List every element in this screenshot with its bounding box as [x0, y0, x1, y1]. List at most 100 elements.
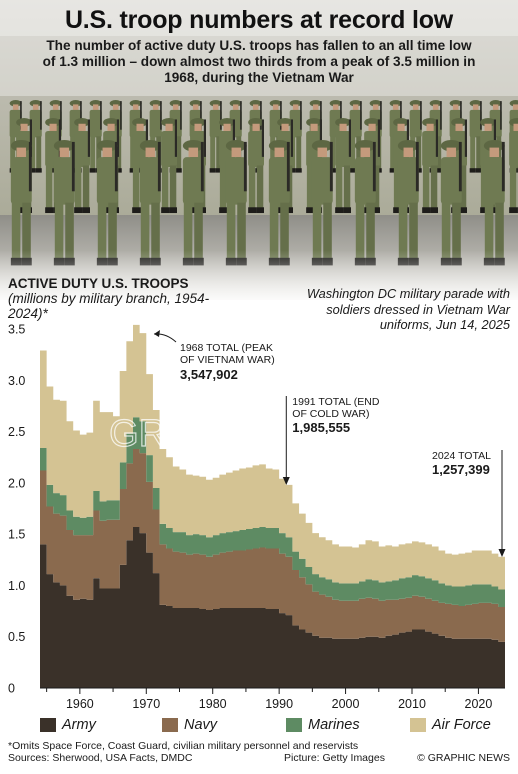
annotation-1968-label-line1: 1968 TOTAL (PEAK — [180, 342, 273, 354]
soldier-figure — [219, 118, 235, 214]
legend-swatch-army — [40, 718, 56, 732]
soldier-figure — [189, 100, 202, 173]
soldier-figure — [277, 118, 293, 214]
legend-label-air-force: Air Force — [432, 717, 491, 733]
soldier-columns — [9, 100, 518, 266]
y-tick-label: 1.0 — [8, 579, 25, 593]
soldier-figure — [309, 100, 322, 173]
annotation-1968-arrowhead — [154, 330, 160, 337]
soldier-figure — [45, 118, 61, 214]
soldier-figure — [509, 100, 518, 173]
soldier-figure — [9, 100, 22, 173]
y-tick-label: 2.0 — [8, 476, 25, 490]
soldier-figure — [161, 118, 177, 214]
y-tick-label: 2.5 — [8, 425, 25, 439]
soldier-figure — [209, 100, 222, 173]
watermark: GRAPHIC NEWS — [109, 412, 408, 455]
legend-swatch-marines — [286, 718, 302, 732]
annotation-1968-label-line2: OF VIETNAM WAR) — [180, 354, 275, 366]
x-tick-label: 2010 — [398, 697, 426, 711]
legend-swatch-navy — [162, 718, 178, 732]
y-tick-label: 0.5 — [8, 630, 25, 644]
area-marines — [40, 417, 505, 608]
x-tick-label: 2020 — [465, 697, 493, 711]
soldier-figure — [289, 100, 302, 173]
soldier-figure — [249, 100, 262, 173]
soldier-figure — [335, 118, 351, 214]
area-layers — [40, 324, 505, 688]
picture-credit: Picture: Getty Images — [284, 752, 385, 764]
soldier-figure — [369, 100, 382, 173]
soldier-figure — [306, 118, 322, 214]
soldier-figure — [409, 100, 422, 173]
soldier-figure — [49, 100, 62, 173]
x-tick-label: 2000 — [332, 697, 360, 711]
soldier-figure — [225, 140, 247, 266]
soldier-figure — [89, 100, 102, 173]
credit: © GRAPHIC NEWS — [417, 752, 510, 764]
soldier-figure — [440, 140, 462, 266]
soldier-figure — [451, 118, 467, 214]
soldier-figure — [311, 140, 333, 266]
x-tick-label: 1970 — [132, 697, 160, 711]
chart-heading: ACTIVE DUTY U.S. TROOPS (millions by mil… — [8, 276, 238, 321]
soldier-figure — [16, 118, 32, 214]
soldier-figure — [10, 140, 32, 266]
soldier-figure — [422, 118, 438, 214]
headline: U.S. troop numbers at record low — [64, 6, 454, 34]
soldier-figure — [364, 118, 380, 214]
soldier-figure — [69, 100, 82, 173]
chart-note: (millions by military branch, 1954-2024)… — [8, 291, 210, 321]
footnote: *Omits Space Force, Coast Guard, civilia… — [8, 740, 359, 752]
watermark-text: GRAPHIC NEWS — [109, 413, 407, 455]
soldier-figure — [53, 140, 75, 266]
soldier-figure — [229, 100, 242, 173]
annotation-2024-value: 1,257,399 — [432, 462, 490, 477]
y-tick-label: 3.0 — [8, 374, 25, 388]
area-air-force — [40, 324, 505, 591]
soldier-figure — [74, 118, 90, 214]
soldier-figure — [389, 100, 402, 173]
soldier-figure — [449, 100, 462, 173]
annotation-1968-value: 3,547,902 — [180, 367, 238, 382]
soldier-figure — [429, 100, 442, 173]
legend-label-navy: Navy — [184, 717, 218, 733]
soldier-figure — [132, 118, 148, 214]
x-tick-label: 1980 — [199, 697, 227, 711]
annotation-1991-label-line2: OF COLD WAR) — [292, 408, 369, 420]
soldier-figure — [149, 100, 162, 173]
standfirst: The number of active duty U.S. troops ha… — [42, 38, 476, 85]
soldier-figure — [169, 100, 182, 173]
soldier-figure — [109, 100, 122, 173]
soldier-figure — [129, 100, 142, 173]
soldier-figure — [480, 118, 496, 214]
soldier-figure — [103, 118, 119, 214]
legend-swatch-air-force — [410, 718, 426, 732]
soldier-figure — [29, 100, 42, 173]
x-tick-label: 1990 — [265, 697, 293, 711]
soldier-figure — [329, 100, 342, 173]
area-army — [40, 526, 505, 688]
soldier-figure — [269, 100, 282, 173]
legend-label-army: Army — [62, 717, 96, 733]
annotation-1991-label-line1: 1991 TOTAL (END — [292, 396, 380, 408]
troop-area-chart: GRAPHIC NEWS 0 0.5 1.0 1.5 2.0 2.5 3.0 3.5 1960… — [8, 323, 506, 711]
annotation-2024-label: 2024 TOTAL — [432, 450, 491, 462]
soldier-figure — [190, 118, 206, 214]
soldier-figure — [397, 140, 419, 266]
soldier-figure — [248, 118, 264, 214]
soldier-figure — [139, 140, 161, 266]
photo-caption: Washington DC military parade with soldi… — [306, 286, 510, 332]
soldier-figure — [393, 118, 409, 214]
annotation-2024-arrowhead — [498, 549, 506, 557]
y-tick-label: 3.5 — [8, 323, 25, 337]
soldier-figure — [268, 140, 290, 266]
y-tick-label: 1.5 — [8, 528, 25, 542]
soldier-figure — [349, 100, 362, 173]
soldier-figure — [96, 140, 118, 266]
annotation-1991-value: 1,985,555 — [292, 420, 350, 435]
x-tick-label: 1960 — [66, 697, 94, 711]
soldier-figure — [483, 140, 505, 266]
area-navy — [40, 449, 505, 642]
